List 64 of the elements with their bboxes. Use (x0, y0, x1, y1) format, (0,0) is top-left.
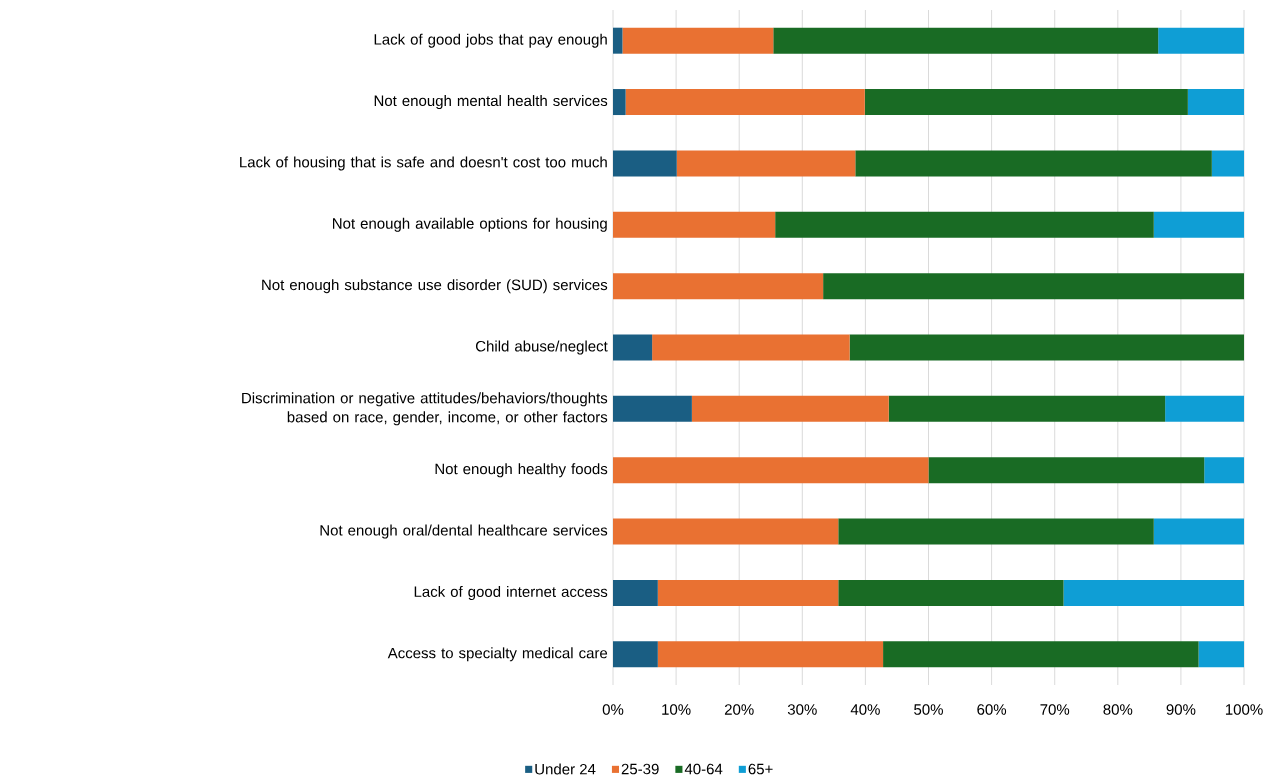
bar (1158, 27, 1245, 54)
bar (928, 457, 1205, 484)
bar (676, 150, 856, 177)
x-tick-label: 70% (1040, 704, 1070, 715)
bar (613, 579, 658, 606)
x-tick-label: 40% (850, 704, 880, 715)
y-tick-label: Lack of good internet access (414, 585, 608, 600)
x-tick-label: 60% (977, 704, 1007, 715)
bar (613, 211, 776, 238)
x-tick-label: 10% (662, 704, 691, 715)
bar (613, 395, 692, 422)
bar (613, 641, 658, 668)
y-tick-label: Lack of good jobs that pay enough (374, 33, 607, 48)
bar (625, 89, 865, 116)
bar (1211, 150, 1245, 177)
x-tick-label: 80% (1103, 704, 1133, 715)
bar (613, 89, 626, 116)
legend-label: 65+ (748, 763, 773, 775)
x-tick-label: 30% (787, 704, 817, 715)
y-tick-label: Not enough mental health services (374, 95, 608, 110)
y-tick-label: Not enough healthy foods (435, 463, 608, 478)
x-tick-label: 0% (602, 704, 624, 715)
y-tick-label: Not enough substance use disorder (SUD) services (262, 279, 608, 294)
y-tick-label: Lack of housing that is safe and doesn't cost too much (240, 156, 607, 171)
bar (613, 27, 623, 54)
bar (849, 334, 1245, 361)
bar (1165, 395, 1245, 422)
bar (775, 211, 1154, 238)
bar (1063, 579, 1245, 606)
bar (613, 150, 677, 177)
bar (1198, 641, 1245, 668)
x-tick-label: 50% (914, 704, 943, 715)
bar (622, 27, 774, 54)
legend-label: Under 24 (535, 763, 596, 775)
bar (773, 27, 1159, 54)
legend-label: 25-39 (621, 763, 659, 775)
bar (613, 518, 839, 545)
bar (652, 334, 850, 361)
bar (657, 641, 884, 668)
bar (691, 395, 889, 422)
bar (864, 89, 1188, 116)
bar (613, 273, 824, 300)
bar (888, 395, 1166, 422)
bar (1153, 211, 1245, 238)
y-tick-label: Not enough available options for housing (333, 217, 607, 232)
bar (1204, 457, 1245, 484)
bar (855, 150, 1212, 177)
bar (823, 273, 1245, 300)
bar (838, 579, 1064, 606)
bar (613, 334, 653, 361)
bar (1153, 518, 1245, 545)
y-tick-label: Access to specialty medical care (387, 647, 608, 662)
bar (657, 579, 839, 606)
x-tick-label: 90% (1166, 704, 1196, 715)
bar (838, 518, 1154, 545)
bar (1187, 89, 1245, 116)
bar (613, 457, 929, 484)
y-tick-label: Discrimination or negative attitudes/behaviors/thoughts based on race, gender, income, or other factors (242, 392, 608, 426)
x-tick-label: 20% (724, 704, 754, 715)
legend-label: 40-64 (684, 763, 723, 775)
x-tick-label: 100% (1225, 704, 1263, 715)
y-tick-label: Child abuse/neglect (475, 340, 608, 355)
bar (883, 641, 1199, 668)
y-tick-label: Not enough oral/dental healthcare services (320, 524, 608, 539)
